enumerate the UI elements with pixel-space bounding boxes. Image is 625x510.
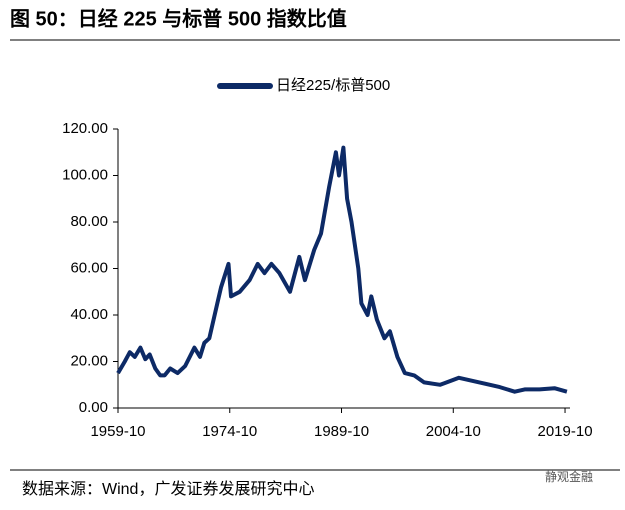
x-tick-label: 1974-10 xyxy=(202,423,257,440)
series-line xyxy=(116,145,568,394)
x-tick-label: 2004-10 xyxy=(426,423,481,440)
x-tick-label: 1989-10 xyxy=(314,423,369,440)
x-tick-label: 2019-10 xyxy=(538,423,593,440)
source: 数据来源：Wind，广发证券发展研究中心 xyxy=(22,480,314,498)
watermark: 静观金融 xyxy=(545,469,593,484)
legend-label: 日经225/标普500 xyxy=(276,77,390,94)
y-tick-label: 100.00 xyxy=(62,166,108,183)
y-tick-label: 80.00 xyxy=(70,213,108,230)
y-tick-label: 0.00 xyxy=(79,399,108,416)
y-tick-label: 40.00 xyxy=(70,306,108,323)
x-tick-label: 1959-10 xyxy=(90,423,145,440)
y-tick-label: 20.00 xyxy=(70,352,108,369)
y-tick-label: 60.00 xyxy=(70,259,108,276)
chart-title: 图 50：日经 225 与标普 500 指数比值 xyxy=(10,6,347,30)
y-tick-label: 120.00 xyxy=(62,120,108,137)
